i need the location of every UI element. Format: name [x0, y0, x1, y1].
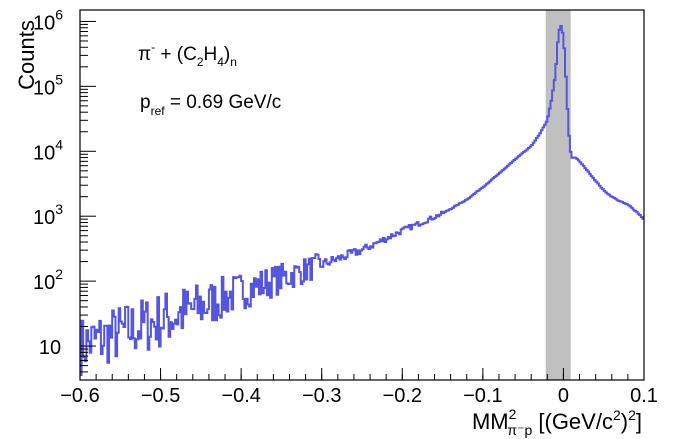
y-tick-label: 106: [33, 6, 63, 34]
x-tick-label: −0.4: [221, 385, 260, 407]
y-tick-label: 103: [33, 201, 63, 229]
x-axis-ticks: −0.6 −0.5 −0.4 −0.3 −0.2 −0.1 0 0.1: [60, 368, 658, 407]
histogram-series-line: [80, 25, 644, 376]
y-tick-label: 10: [39, 337, 61, 359]
x-tick-label: 0.1: [630, 385, 658, 407]
y-tick-label: 104: [33, 136, 63, 164]
x-axis-title: MM2 π⁻p [(GeV/c2)2]: [472, 406, 642, 438]
x-tick-label: −0.6: [60, 385, 99, 407]
y-tick-label: 105: [33, 71, 63, 99]
y-axis-title: Counts: [14, 20, 39, 90]
x-tick-label: 0: [558, 385, 569, 407]
x-tick-label: −0.1: [463, 385, 502, 407]
shaded-band: [545, 10, 571, 380]
y-tick-label: 102: [33, 266, 63, 294]
y-axis-ticks: 10 102 103 104 105 106: [33, 6, 96, 381]
momentum-annotation: pref = 0.69 GeV/c: [140, 92, 281, 118]
x-tick-label: −0.3: [302, 385, 341, 407]
x-tick-label: −0.2: [383, 385, 422, 407]
reaction-annotation: π- + (C2H4)n: [138, 40, 237, 69]
plot-frame: [79, 9, 645, 381]
x-tick-label: −0.5: [141, 385, 180, 407]
